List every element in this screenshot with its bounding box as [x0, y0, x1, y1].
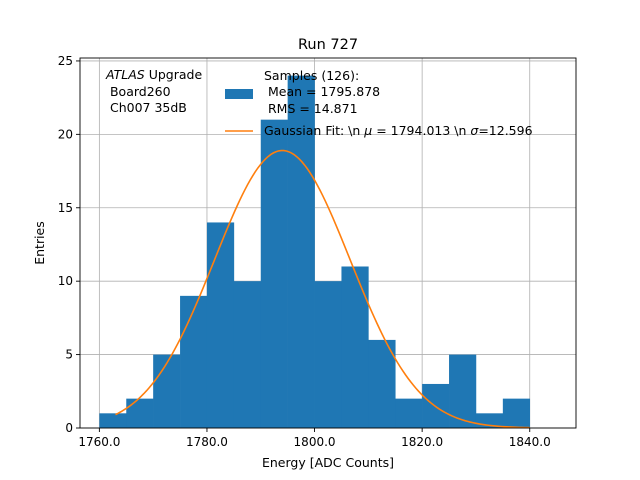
y-tick-label: 25 [58, 54, 73, 68]
chart-title: Run 727 [298, 37, 358, 53]
y-tick-label: 15 [58, 201, 73, 215]
atlas-annotation: ATLAS Upgrade Board260 Ch007 35dB [105, 67, 202, 115]
histogram-bar [341, 266, 369, 428]
annotation-line-1: ATLAS Upgrade [105, 67, 202, 82]
x-axis-label: Energy [ADC Counts] [262, 455, 394, 470]
histogram-bar [180, 295, 208, 428]
histogram-bar [126, 398, 154, 428]
legend: Samples (126): Mean = 1795.878 RMS = 14.… [225, 68, 533, 138]
y-tick-label: 0 [65, 421, 73, 435]
legend-samples-line-3: RMS = 14.871 [264, 101, 358, 116]
x-tick-label: 1800.0 [294, 435, 336, 449]
legend-samples-patch [225, 89, 253, 99]
legend-samples-line-2: Mean = 1795.878 [264, 84, 380, 99]
legend-fit-prefix: Gaussian Fit: \n [264, 123, 364, 138]
legend-fit-label: Gaussian Fit: \n μ = 1794.013 \n σ=12.59… [264, 123, 533, 138]
legend-samples-line-1: Samples (126): [264, 68, 359, 83]
histogram-bar [287, 75, 315, 428]
plot-frame [79, 57, 577, 429]
x-tick-label: 1820.0 [401, 435, 443, 449]
x-tick-label: 1780.0 [186, 435, 228, 449]
y-tick-label: 5 [65, 348, 73, 362]
histogram-bar [260, 119, 288, 429]
histogram-bars [99, 75, 531, 429]
histogram-bar [368, 339, 396, 428]
y-tick-label: 20 [58, 127, 73, 141]
y-axis-label: Entries [32, 221, 47, 265]
gaussian-fit-curve [115, 149, 530, 429]
annotation-line-3: Ch007 35dB [106, 100, 187, 115]
legend-fit-middle: = 1794.013 \n [372, 123, 470, 138]
legend-fit-suffix: =12.596 [478, 123, 532, 138]
x-axis-ticks: 1760.0 1780.0 1800.0 1820.0 1840.0 [78, 428, 551, 449]
histogram-bar [502, 398, 531, 428]
histogram-bar [233, 281, 262, 428]
histogram-bar [206, 222, 235, 428]
y-axis-ticks: 0 5 10 15 20 25 [58, 54, 80, 435]
annotation-upgrade-text: Upgrade [145, 67, 203, 82]
histogram-bar [99, 413, 127, 428]
legend-sigma-symbol: σ [470, 123, 479, 138]
y-tick-label: 10 [58, 274, 73, 288]
histogram-bar [395, 398, 423, 428]
histogram-bar [314, 281, 342, 428]
histogram-bar [153, 354, 181, 428]
x-tick-label: 1760.0 [78, 435, 120, 449]
annotation-line-2: Board260 [106, 84, 171, 99]
legend-mu-symbol: μ [363, 123, 372, 138]
annotation-atlas-text: ATLAS [105, 67, 145, 82]
x-tick-label: 1840.0 [509, 435, 551, 449]
